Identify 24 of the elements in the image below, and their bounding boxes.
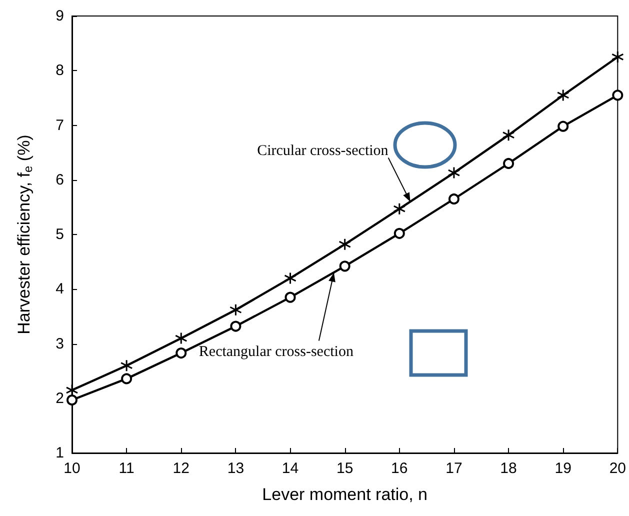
x-tick-label: 12	[172, 460, 190, 477]
x-tick-label: 13	[227, 460, 244, 477]
y-tick-label: 7	[56, 116, 64, 134]
annotation: Circular cross-section	[257, 143, 389, 160]
y-tick-label: 4	[56, 280, 64, 298]
x-tick-label: 15	[336, 460, 354, 477]
y-tick-label: 2	[56, 390, 64, 407]
y-axis-title: Harvester efficiency, fe (%)	[14, 134, 35, 334]
y-tick-label: 9	[56, 8, 64, 24]
y-tick-label: 6	[56, 171, 64, 188]
x-tick-label: 10	[64, 460, 80, 477]
x-tick-label: 20	[609, 460, 626, 477]
x-tick-label: 11	[118, 460, 134, 477]
y-tick-label: 5	[56, 226, 64, 243]
x-tick-label: 17	[446, 460, 462, 477]
annotation: Rectangular cross-section	[198, 344, 354, 360]
y-tick-label: 3	[56, 335, 64, 352]
x-axis-title: Lever moment ratio, n	[262, 485, 428, 504]
x-tick-label: 16	[391, 460, 408, 477]
x-tick-label: 18	[500, 460, 517, 477]
x-tick-label: 14	[282, 460, 299, 477]
y-tick-label: 1	[56, 444, 64, 462]
x-tick-label: 19	[554, 460, 572, 477]
y-tick-label: 8	[56, 62, 64, 80]
